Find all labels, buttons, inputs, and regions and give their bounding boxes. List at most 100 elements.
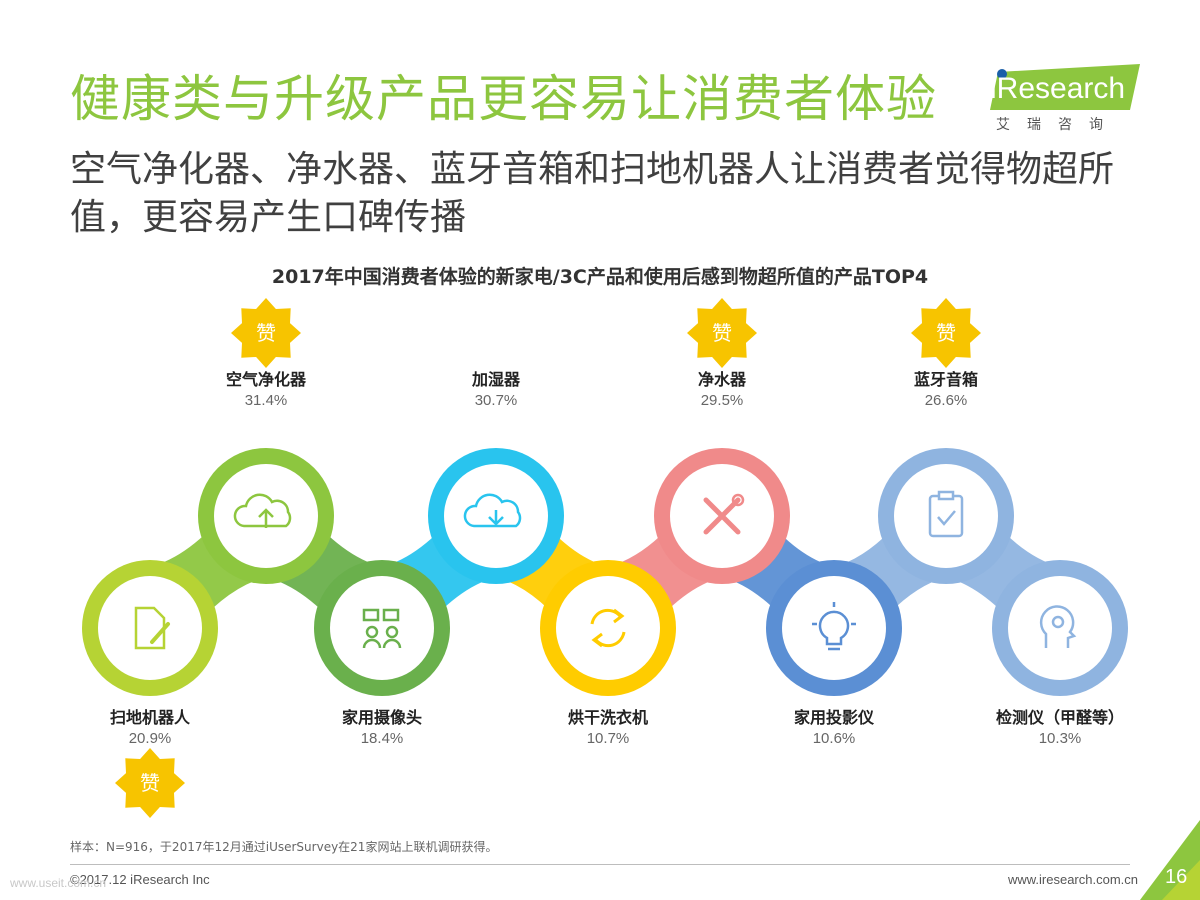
product-percentage: 10.6% [812, 730, 856, 747]
product-label-1: 加湿器 30.7% [396, 370, 596, 412]
item-1-ring [428, 448, 564, 584]
product-percentage: 26.6% [924, 392, 968, 409]
refresh-arrowheads [591, 608, 625, 648]
product-percentage: 30.7% [474, 392, 518, 409]
connector-2 [382, 454, 496, 690]
item-2-ring [654, 448, 790, 584]
pencil-stroke [150, 622, 170, 644]
product-label-0: 空气净化器 31.4% [166, 370, 366, 412]
gear-circle [1051, 615, 1065, 629]
product-name: 烘干洗衣机 [567, 708, 648, 727]
product-percentage: 10.7% [586, 730, 630, 747]
cloud-download-icon [463, 493, 522, 528]
product-percentage: 18.4% [360, 730, 404, 747]
product-label-7: 家用投影仪 10.6% [734, 708, 934, 750]
document-pencil-icon [134, 606, 166, 650]
product-name: 净水器 [697, 370, 746, 389]
person-head-1 [365, 625, 379, 639]
star-burst-icon [115, 748, 185, 818]
cloud-upload-icon [233, 493, 292, 528]
product-percentage: 31.4% [244, 392, 288, 409]
badge-text: 赞 [256, 321, 276, 345]
connector-4 [608, 454, 722, 690]
item-0-disc [214, 464, 318, 568]
page-subtitle: 空气净化器、净水器、蓝牙音箱和扫地机器人让消费者觉得物超所值，更容易产生口碑传播 [70, 149, 1115, 238]
connector-3 [496, 454, 608, 690]
item-4-ring [82, 560, 218, 696]
copyright: ©2017.12 iResearch Inc [70, 872, 210, 887]
product-name: 检测仪（甲醛等） [995, 708, 1124, 727]
footer-divider [70, 864, 1130, 865]
item-0-ring [198, 448, 334, 584]
star-burst-icon [687, 298, 757, 368]
lightbulb-rays [812, 602, 856, 651]
page-corner-icon [1140, 820, 1200, 900]
head-gear-icon [1039, 605, 1077, 648]
item-3-ring [878, 448, 1014, 584]
clipboard-checkmark [937, 510, 956, 526]
star-burst-icon [911, 298, 981, 368]
product-label-6: 烘干洗衣机 10.7% [508, 708, 708, 750]
wrench-head [731, 493, 745, 507]
connector-1 [266, 454, 382, 690]
person-head-2 [385, 625, 399, 639]
product-name: 加湿器 [471, 370, 520, 389]
item-1-disc [444, 464, 548, 568]
praise-badge: 赞 [687, 298, 757, 368]
connector-7 [946, 454, 1060, 690]
product-name: 空气净化器 [225, 370, 306, 389]
cloud-download-arrow [488, 510, 504, 526]
iresearch-logo: iResearch 艾瑞咨询 [990, 64, 1145, 136]
badge-text: 赞 [140, 771, 160, 795]
praise-badge: 赞 [911, 298, 981, 368]
item-6-ring [540, 560, 676, 696]
lightbulb-icon [818, 610, 850, 646]
page-number: 16 [1165, 866, 1188, 888]
product-percentage: 29.5% [700, 392, 744, 409]
praise-badge: 赞 [231, 298, 301, 368]
connector-0 [150, 454, 266, 690]
product-name: 扫地机器人 [109, 708, 190, 727]
item-7-disc [782, 576, 886, 680]
refresh-arrows-icon [590, 608, 626, 648]
sample-note: 样本：N=916，于2017年12月通过iUserSurvey在21家网站上联机… [70, 840, 498, 854]
product-label-2: 净水器 29.5% [622, 370, 822, 412]
clipboard-clip [937, 490, 955, 501]
item-2-disc [670, 464, 774, 568]
watermark: www.useit.com.cn [10, 876, 107, 890]
item-3-disc [894, 464, 998, 568]
item-5-disc [330, 576, 434, 680]
badge-text: 赞 [936, 321, 956, 345]
logo-banner-icon [990, 64, 1140, 110]
product-percentage: 20.9% [128, 730, 172, 747]
camera-group-icon [362, 608, 380, 622]
product-name: 家用投影仪 [793, 708, 874, 727]
logo-text: iResearch [990, 72, 1126, 105]
connector-6 [834, 454, 946, 690]
website-url: www.iresearch.com.cn [1007, 872, 1138, 887]
product-label-4: 扫地机器人 20.9% [50, 708, 250, 750]
product-label-3: 蓝牙音箱 26.6% [846, 370, 1046, 412]
camera-box [382, 608, 400, 622]
chart-title: 2017年中国消费者体验的新家电/3C产品和使用后感到物超所值的产品TOP4 [271, 266, 929, 288]
item-8-disc [1008, 576, 1112, 680]
item-5-ring [314, 560, 450, 696]
page-title: 健康类与升级产品更容易让消费者体验 [70, 70, 937, 128]
product-label-8: 检测仪（甲醛等） 10.3% [960, 708, 1160, 750]
product-name: 家用摄像头 [341, 708, 422, 727]
praise-badge: 赞 [115, 748, 185, 818]
product-label-5: 家用摄像头 18.4% [282, 708, 482, 750]
item-7-ring [766, 560, 902, 696]
product-name: 蓝牙音箱 [913, 370, 978, 389]
item-8-ring [992, 560, 1128, 696]
wrench-screwdriver-icon [703, 497, 741, 535]
clipboard-check-icon [928, 494, 964, 538]
connector-5 [722, 454, 834, 690]
cloud-upload-arrow [258, 508, 274, 528]
product-percentage: 10.3% [1038, 730, 1082, 747]
item-6-disc [556, 576, 660, 680]
person-bodies [362, 638, 402, 649]
logo-subtext: 艾瑞咨询 [996, 117, 1120, 133]
badge-text: 赞 [712, 321, 732, 345]
star-burst-icon [231, 298, 301, 368]
